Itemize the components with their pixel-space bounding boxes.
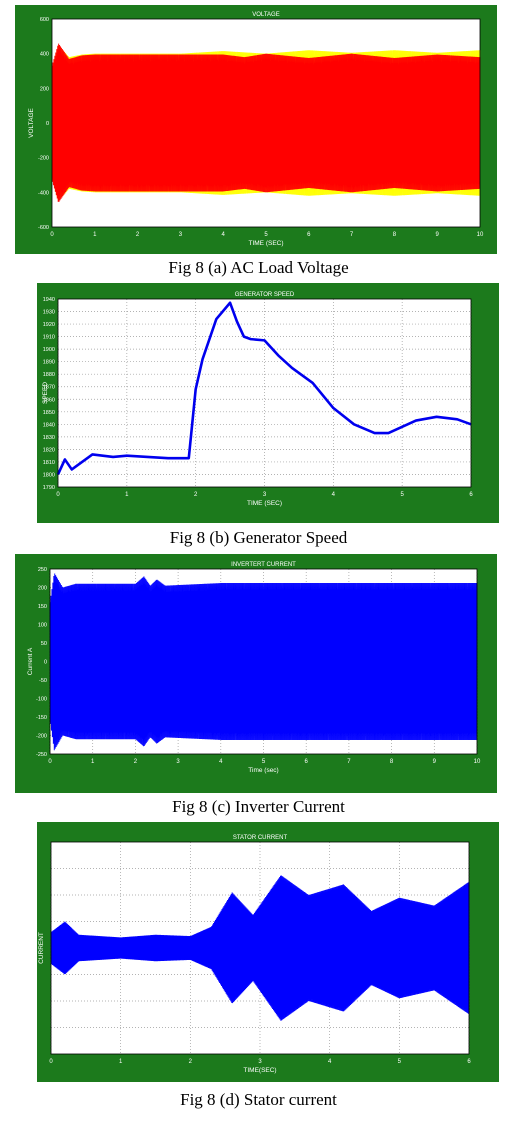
chart-stator-current: 0 1 2 3 4 5 6 STATOR CURRENT TIME(SEC) CURRENT bbox=[37, 822, 499, 1082]
x-tick-label: 9 bbox=[436, 232, 440, 238]
y-tick-label: -250 bbox=[36, 752, 47, 758]
x-tick-label: 8 bbox=[393, 232, 397, 238]
chart-voltage: 0 1 2 3 4 5 6 7 8 9 10 -600 -400 -200 0 200 400 600 VOLTAG… bbox=[15, 5, 497, 254]
chart-title: GENERATOR SPEED bbox=[235, 292, 295, 298]
y-tick-label: 1870 bbox=[43, 385, 55, 391]
y-tick-label: 200 bbox=[40, 86, 49, 92]
y-tick-label: 200 bbox=[38, 586, 47, 592]
x-tick-label: 1 bbox=[91, 759, 95, 765]
x-tick-label: 5 bbox=[264, 232, 268, 238]
caption-voltage: Fig 8 (a) AC Load Voltage bbox=[168, 258, 349, 277]
y-tick-label: -150 bbox=[36, 715, 47, 721]
x-tick-label: 7 bbox=[350, 232, 354, 238]
y-tick-label: 250 bbox=[38, 567, 47, 573]
x-tick-label: 10 bbox=[477, 232, 484, 238]
x-tick-label: 3 bbox=[176, 759, 180, 765]
y-tick-label: 1840 bbox=[43, 422, 55, 428]
x-tick-label: 3 bbox=[263, 492, 267, 498]
caption-stator-current: Fig 8 (d) Stator current bbox=[180, 1090, 337, 1109]
y-tick-label: 1830 bbox=[43, 435, 55, 441]
y-tick-label: 1820 bbox=[43, 447, 55, 453]
caption-generator-speed: Fig 8 (b) Generator Speed bbox=[169, 528, 348, 547]
y-tick-label: 50 bbox=[41, 641, 47, 647]
y-axis-label: Current A bbox=[27, 647, 34, 675]
y-tick-label: -200 bbox=[38, 156, 49, 162]
y-tick-label: 0 bbox=[46, 121, 49, 127]
x-tick-label: 2 bbox=[134, 759, 138, 765]
x-axis-label: TIME(SEC) bbox=[243, 1067, 276, 1074]
x-tick-label: 1 bbox=[119, 1059, 123, 1065]
x-tick-label: 10 bbox=[474, 759, 481, 765]
y-tick-label: -100 bbox=[36, 697, 47, 703]
axis-box bbox=[50, 841, 470, 1055]
y-tick-label: 1910 bbox=[43, 335, 55, 341]
y-tick-label: 1810 bbox=[43, 460, 55, 466]
caption-inverter-current: Fig 8 (c) Inverter Current bbox=[172, 797, 345, 816]
series-2-line bbox=[51, 43, 481, 202]
x-axis-label: Time (sec) bbox=[248, 767, 278, 774]
y-tick-label: -200 bbox=[36, 734, 47, 740]
y-tick-label: 1920 bbox=[43, 322, 55, 328]
x-tick-label: 0 bbox=[56, 492, 60, 498]
axis-box bbox=[49, 568, 478, 755]
x-tick-label: 1 bbox=[93, 232, 97, 238]
chart-title: STATOR CURRENT bbox=[233, 835, 288, 841]
y-tick-label: 150 bbox=[38, 604, 47, 610]
y-tick-label: 0 bbox=[44, 660, 47, 666]
x-tick-label: 4 bbox=[219, 759, 223, 765]
chart-generator-speed: 0 1 2 3 4 5 6 1790 1800 1810 1820 1830 1840 1850 1860 1… bbox=[37, 283, 499, 523]
y-tick-label: 1900 bbox=[43, 347, 55, 353]
y-tick-label: -50 bbox=[39, 678, 47, 684]
x-tick-label: 4 bbox=[332, 492, 336, 498]
series-1-line bbox=[56, 301, 472, 476]
x-tick-label: 0 bbox=[50, 232, 54, 238]
x-tick-label: 5 bbox=[400, 492, 404, 498]
x-tick-label: 3 bbox=[179, 232, 183, 238]
x-tick-label: 9 bbox=[433, 759, 437, 765]
y-tick-label: 600 bbox=[40, 17, 49, 23]
x-tick-label: 5 bbox=[398, 1059, 402, 1065]
x-axis-label: TIME (SEC) bbox=[248, 240, 283, 247]
x-tick-label: 0 bbox=[49, 1059, 53, 1065]
x-tick-label: 1 bbox=[125, 492, 129, 498]
x-tick-label: 6 bbox=[305, 759, 309, 765]
axis-box bbox=[51, 18, 481, 228]
chart-title: INVERTERT CURRENT bbox=[231, 562, 296, 568]
x-tick-label: 2 bbox=[189, 1059, 193, 1065]
x-tick-label: 4 bbox=[328, 1059, 332, 1065]
y-axis-label: VOLTAGE bbox=[28, 107, 35, 137]
x-tick-label: 0 bbox=[48, 759, 52, 765]
x-tick-label: 7 bbox=[347, 759, 351, 765]
x-tick-label: 6 bbox=[469, 492, 473, 498]
y-tick-label: 1860 bbox=[43, 397, 55, 403]
series-1-line bbox=[50, 875, 470, 1021]
y-tick-label: 1940 bbox=[43, 297, 55, 303]
x-tick-label: 6 bbox=[307, 232, 311, 238]
y-tick-label: 1890 bbox=[43, 360, 55, 366]
y-tick-label: 1880 bbox=[43, 372, 55, 378]
x-tick-label: 2 bbox=[194, 492, 198, 498]
x-tick-label: 4 bbox=[222, 232, 226, 238]
y-tick-label: 1800 bbox=[43, 472, 55, 478]
series-1-line bbox=[49, 573, 478, 751]
x-tick-label: 6 bbox=[467, 1059, 471, 1065]
axis-box bbox=[57, 298, 472, 488]
y-tick-label: 1850 bbox=[43, 410, 55, 416]
y-tick-label: 1790 bbox=[43, 485, 55, 491]
y-tick-label: 1930 bbox=[43, 310, 55, 316]
chart-inverter-current: 0 1 2 3 4 5 6 7 8 9 10 -250 -200 -150 -100 -50 0 50 100 150… bbox=[15, 554, 497, 793]
y-axis-label: CURRENT bbox=[38, 932, 45, 964]
y-axis-label: SPEED bbox=[42, 382, 49, 404]
chart-title: VOLTAGE bbox=[252, 12, 279, 18]
y-tick-label: -600 bbox=[38, 225, 49, 231]
y-tick-label: 100 bbox=[38, 623, 47, 629]
x-tick-label: 2 bbox=[136, 232, 140, 238]
y-tick-label: 400 bbox=[40, 52, 49, 58]
x-tick-label: 5 bbox=[262, 759, 266, 765]
y-tick-label: -400 bbox=[38, 190, 49, 196]
x-tick-label: 3 bbox=[258, 1059, 262, 1065]
x-tick-label: 8 bbox=[390, 759, 394, 765]
x-axis-label: TIME (SEC) bbox=[247, 500, 282, 507]
